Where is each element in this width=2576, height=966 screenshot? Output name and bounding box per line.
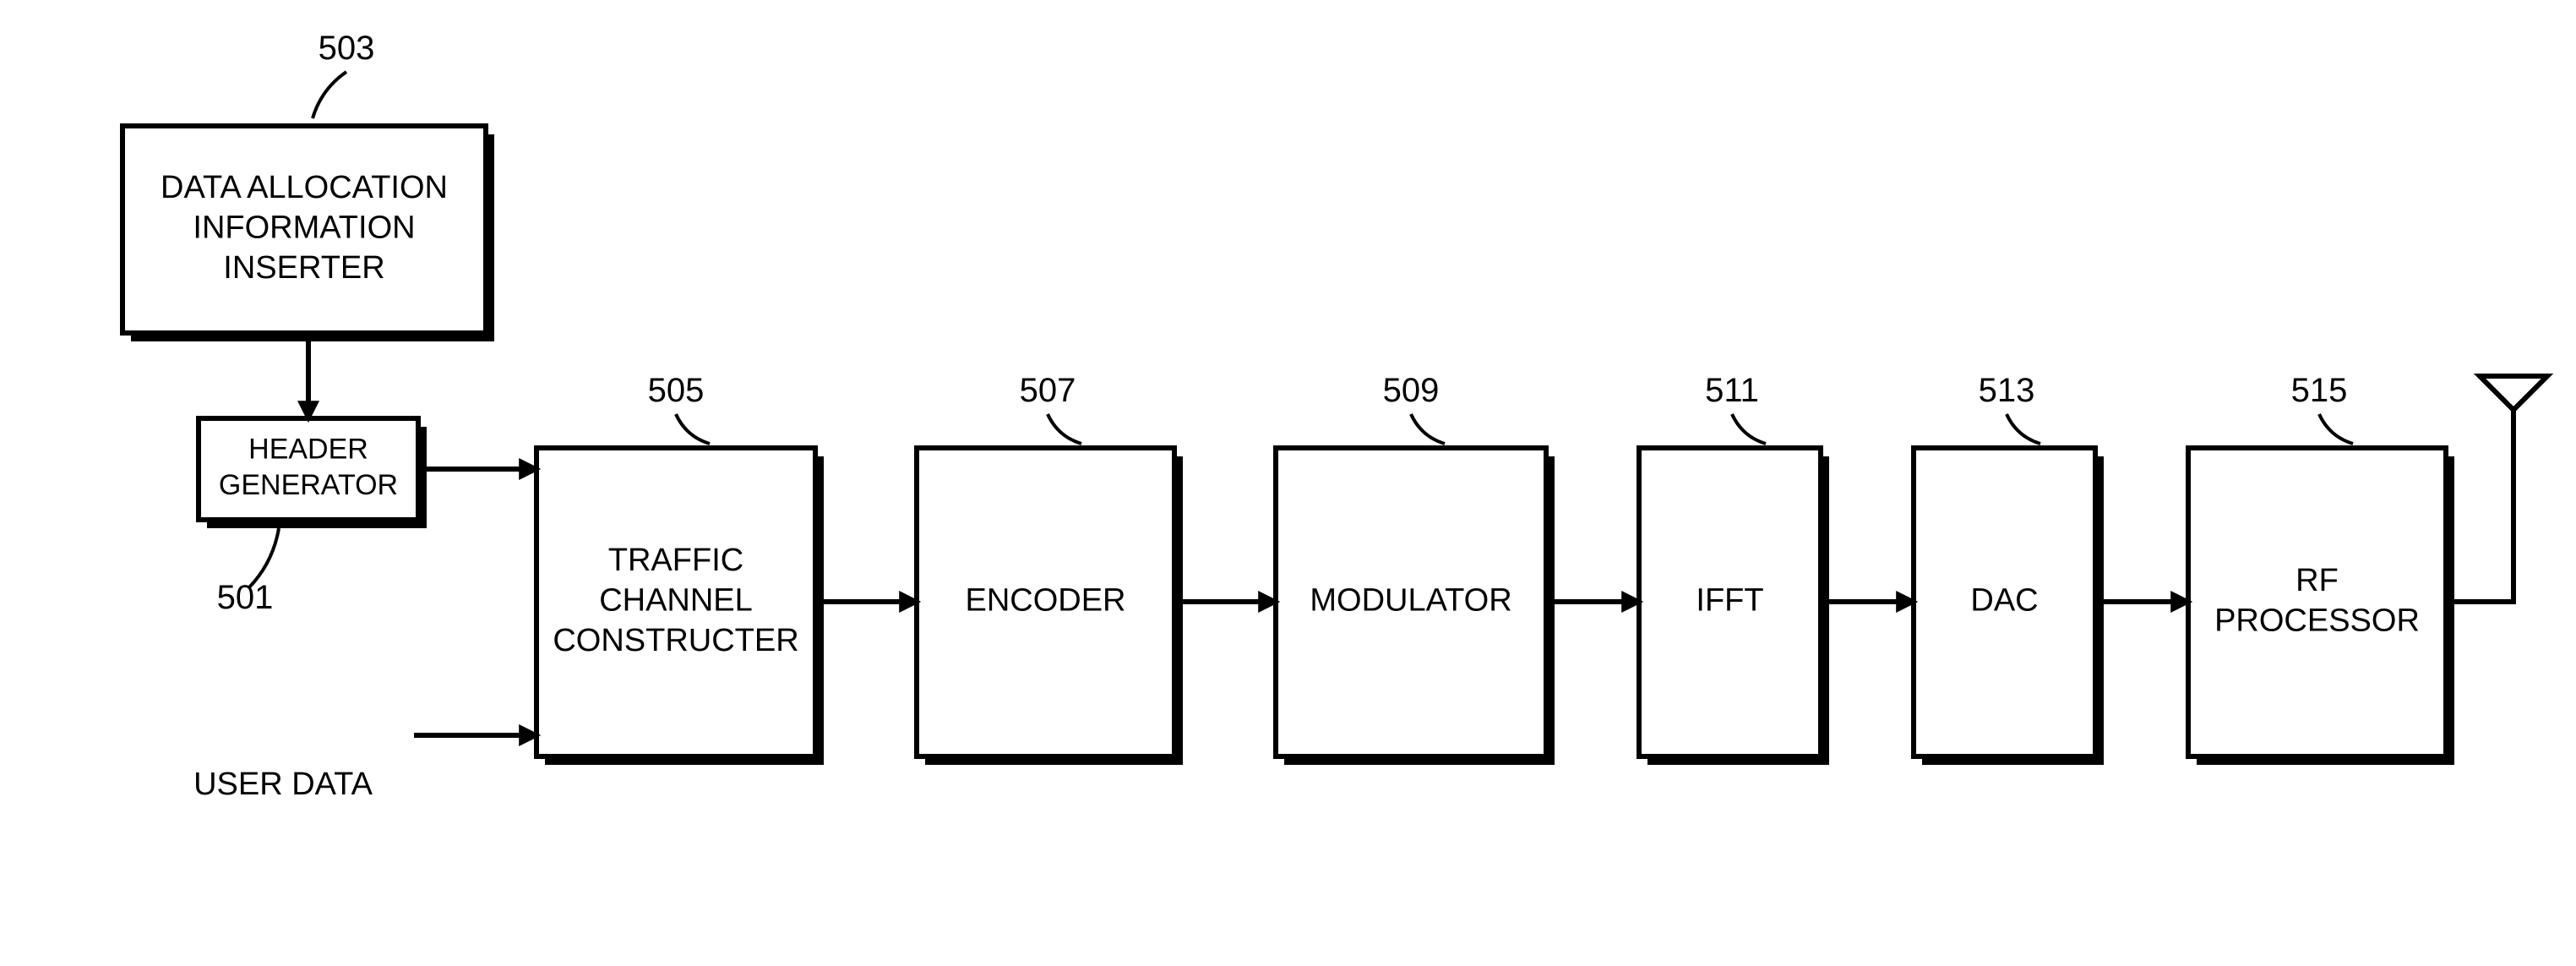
ref-tick-511 bbox=[1732, 414, 1766, 444]
ifft-label: IFFT bbox=[1696, 583, 1763, 619]
encoder-label: ENCODER bbox=[965, 583, 1125, 619]
ref-501: 501 bbox=[217, 579, 274, 616]
header_gen-label: GENERATOR bbox=[219, 469, 398, 501]
header_gen-label: HEADER bbox=[248, 434, 368, 466]
ref-tick-515 bbox=[2319, 414, 2353, 444]
ref-515: 515 bbox=[2291, 372, 2348, 409]
data_alloc-label: INSERTER bbox=[223, 250, 384, 286]
user-data-label: USER DATA bbox=[193, 767, 373, 802]
traffic-label: TRAFFIC bbox=[608, 543, 743, 578]
ref-503: 503 bbox=[319, 30, 375, 67]
ref-tick-513 bbox=[2007, 414, 2040, 444]
ref-513: 513 bbox=[1979, 372, 2035, 409]
rf-label: RF bbox=[2296, 563, 2339, 598]
dac-label: DAC bbox=[1970, 583, 2038, 619]
ref-tick-507 bbox=[1048, 414, 1081, 444]
ref-511: 511 bbox=[1705, 372, 1759, 409]
ref-tick-505 bbox=[676, 414, 710, 444]
edge-rf-antenna bbox=[2446, 427, 2513, 602]
data_alloc-label: DATA ALLOCATION bbox=[161, 170, 448, 205]
traffic-label: CONSTRUCTER bbox=[553, 623, 798, 658]
data_alloc-label: INFORMATION bbox=[193, 210, 415, 246]
ref-509: 509 bbox=[1383, 372, 1440, 409]
ref-507: 507 bbox=[1020, 372, 1076, 409]
modulator-label: MODULATOR bbox=[1310, 583, 1511, 619]
traffic-label: CHANNEL bbox=[599, 583, 753, 619]
antenna-icon bbox=[2480, 376, 2547, 410]
ref-tick-509 bbox=[1411, 414, 1445, 444]
ref-505: 505 bbox=[648, 372, 705, 409]
rf-label: PROCESSOR bbox=[2214, 603, 2420, 638]
ref-tick-503 bbox=[313, 72, 346, 118]
